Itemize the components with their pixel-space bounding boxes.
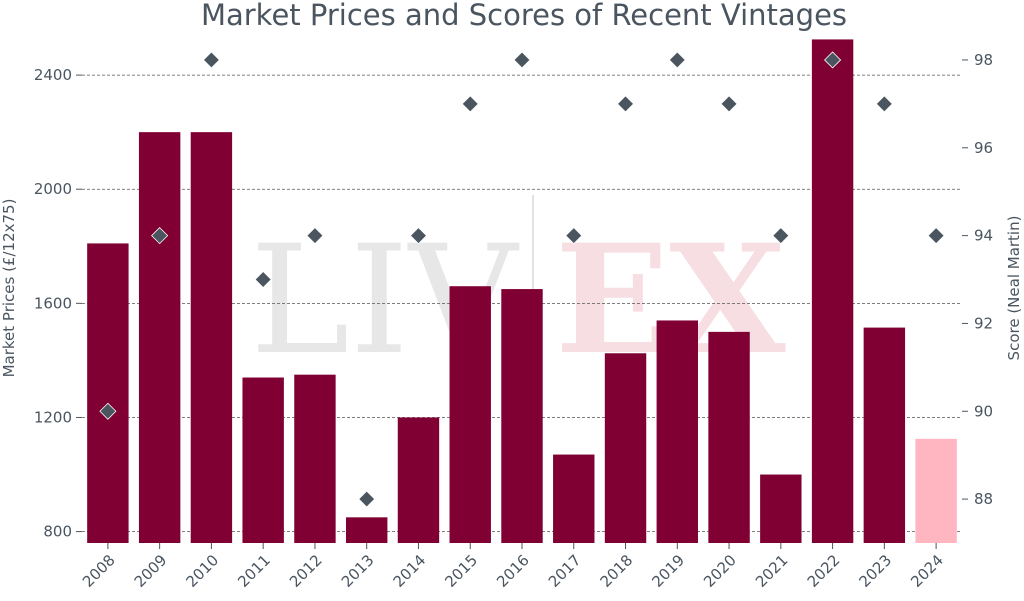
price-bar-2010 (190, 132, 233, 544)
score-point-2010 (202, 51, 220, 69)
y-left-tick-label: 2000 (34, 180, 72, 198)
x-tick-label: 2013 (338, 551, 378, 591)
score-point-2008 (99, 402, 117, 420)
score-point-2009 (151, 227, 169, 245)
score-point-2024 (927, 227, 945, 245)
score-point-2022 (824, 51, 842, 69)
score-point-2012 (306, 227, 324, 245)
bars (87, 39, 957, 544)
y-left-tick-label: 1600 (34, 294, 72, 312)
price-bar-2019 (656, 320, 698, 543)
y-right-tick-label: 92 (974, 314, 993, 332)
price-bar-2020 (708, 331, 750, 543)
price-bar-2011 (242, 377, 284, 543)
x-tick-label: 2012 (286, 551, 326, 591)
score-point-2016 (513, 51, 531, 69)
price-bar-2023 (863, 327, 906, 543)
y-left-tick-label: 800 (43, 523, 72, 541)
x-tick-label: 2010 (183, 551, 223, 591)
x-tick-label: 2022 (804, 551, 844, 591)
y-left-tick-label: 1200 (34, 408, 72, 426)
price-bar-2017 (553, 454, 595, 543)
x-tick-label: 2014 (390, 551, 430, 591)
price-bar-2018 (604, 353, 647, 543)
x-tick-label: 2023 (855, 551, 895, 591)
y-axis-right: 88 90 92 94 96 98 (962, 51, 993, 508)
price-bar-2008 (87, 243, 129, 544)
score-point-2011 (254, 270, 272, 289)
y-right-tick-label: 90 (974, 402, 993, 420)
score-point-2021 (772, 227, 790, 245)
price-bar-2009 (138, 132, 181, 544)
x-tick-label: 2011 (234, 551, 274, 591)
price-bar-2012 (294, 374, 336, 543)
price-bar-2015 (449, 286, 491, 543)
y-right-tick-label: 96 (974, 139, 993, 157)
y-axis-left: 800 1200 1600 2000 2400 (34, 66, 82, 541)
price-bar-2021 (760, 474, 802, 543)
x-tick-label: 2017 (545, 551, 585, 591)
chart-title: Market Prices and Scores of Recent Vinta… (201, 0, 847, 32)
x-tick-label: 2009 (131, 551, 171, 591)
price-bar-2014 (397, 417, 440, 543)
y-right-tick-label: 98 (974, 51, 993, 69)
x-tick-label: 2018 (597, 551, 637, 591)
x-tick-label: 2019 (648, 551, 688, 591)
score-point-2014 (409, 227, 428, 245)
score-point-2019 (668, 51, 686, 69)
x-tick-label: 2016 (493, 551, 533, 591)
x-tick-label: 2008 (79, 551, 119, 591)
score-point-2015 (461, 95, 479, 113)
y-right-tick-label: 88 (974, 490, 993, 508)
price-bar-2016 (501, 289, 543, 543)
y-axis-left-label: Market Prices (£/12x75) (0, 199, 18, 378)
score-point-2017 (565, 227, 583, 245)
x-tick-label: 2015 (441, 551, 481, 591)
y-left-tick-label: 2400 (34, 66, 72, 84)
x-tick-label: 2024 (907, 551, 947, 591)
x-tick-label: 2021 (752, 551, 792, 591)
price-bar-2022 (811, 39, 854, 544)
x-tick-label: 2020 (700, 551, 740, 591)
score-point-2018 (616, 95, 635, 113)
price-bar-2013 (346, 517, 388, 543)
price-bar-2024 (915, 438, 957, 543)
score-point-2023 (875, 95, 893, 113)
score-point-2020 (720, 95, 738, 113)
score-points (99, 51, 945, 508)
score-point-2013 (358, 490, 376, 508)
y-axis-right-label: Score (Neal Martin) (1005, 216, 1023, 361)
x-axis: 2008 2009 2010 2011 2012 2013 2014 2015 2016 2017… (79, 543, 947, 591)
y-right-tick-label: 94 (974, 227, 993, 245)
